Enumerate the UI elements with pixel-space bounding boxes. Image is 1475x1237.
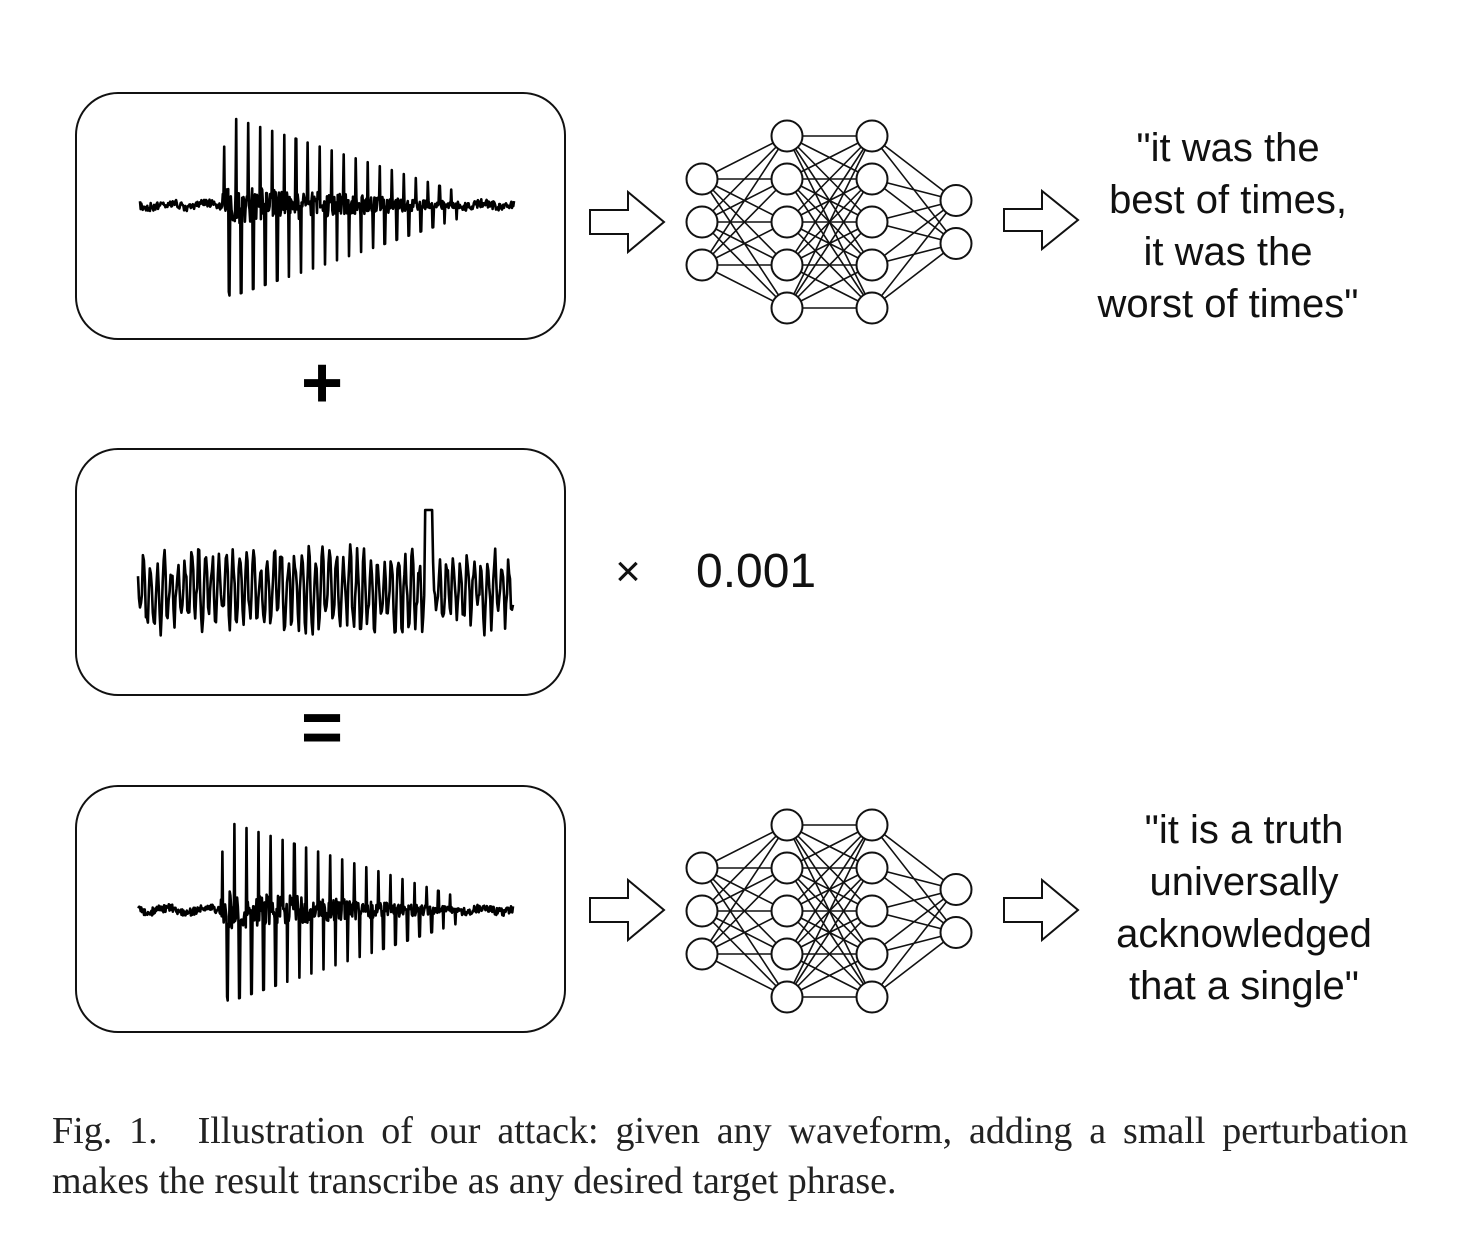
perturbation-waveform-panel (75, 448, 566, 696)
neural-network-bottom (685, 808, 973, 1014)
network-edge (871, 135, 957, 202)
network-edge (701, 178, 788, 266)
network-node (855, 291, 889, 325)
network-edge (701, 824, 788, 912)
adversarial-waveform-panel (75, 785, 566, 1033)
network-node (939, 184, 973, 217)
network-node (685, 248, 719, 282)
network-edge (786, 135, 873, 309)
network-node (770, 894, 804, 928)
network-edge (871, 242, 957, 309)
network-edge (786, 867, 873, 998)
network-edge (786, 910, 873, 998)
network-edge (871, 931, 957, 998)
output-arrow-bottom (1003, 877, 1080, 943)
network-node (939, 916, 973, 949)
network-node (855, 937, 889, 971)
original-waveform-panel (75, 92, 566, 340)
network-node (855, 119, 889, 153)
network-edge (786, 221, 873, 309)
network-node (855, 980, 889, 1014)
network-node (770, 980, 804, 1014)
network-edge (786, 135, 873, 266)
network-node (770, 291, 804, 325)
perturbation-waveform (136, 508, 515, 637)
network-edge (701, 135, 788, 223)
network-node (855, 205, 889, 239)
network-edge (701, 867, 788, 955)
network-edge (871, 200, 957, 309)
network-edge (786, 135, 873, 223)
plus-operator: + (301, 343, 343, 423)
network-edge (786, 824, 873, 955)
bottom-transcription-line: acknowledged (1116, 912, 1372, 956)
network-edge (871, 199, 957, 266)
figure-label: Fig. 1. (52, 1110, 158, 1152)
bottom-transcription-line: universally (1149, 860, 1339, 904)
input-arrow-bottom (589, 877, 666, 943)
original-waveform (138, 117, 516, 297)
network-node (770, 162, 804, 196)
output-arrow-top (1003, 188, 1080, 252)
bottom-transcription-line: "it is a truth (1144, 808, 1344, 852)
network-node (685, 851, 719, 885)
network-edge (786, 824, 873, 998)
times-operator: × (615, 547, 641, 596)
top-transcription-line: worst of times" (1097, 282, 1359, 326)
network-node (939, 227, 973, 260)
input-arrow-top (589, 189, 666, 255)
network-edge (871, 824, 957, 891)
caption-text: Illustration of our attack: given any wa… (52, 1110, 1408, 1202)
network-node (939, 873, 973, 906)
scale-factor: 0.001 (696, 545, 816, 598)
bottom-transcription: "it is a truth universally acknowledged … (1094, 804, 1394, 1012)
network-node (770, 851, 804, 885)
bottom-transcription-line: that a single" (1129, 964, 1359, 1008)
network-edge (871, 888, 957, 955)
network-node (770, 205, 804, 239)
network-node (770, 248, 804, 282)
network-node (855, 808, 889, 842)
figure-caption: Fig. 1. Illustration of our attack: given… (52, 1106, 1408, 1206)
network-node (855, 248, 889, 282)
network-edge (871, 889, 957, 998)
equals-operator: = (301, 688, 343, 768)
network-node (685, 937, 719, 971)
top-transcription: "it was the best of times, it was the wo… (1078, 122, 1378, 330)
neural-network-top (685, 119, 973, 325)
network-node (855, 894, 889, 928)
network-node (685, 205, 719, 239)
network-edge (786, 824, 873, 912)
network-node (770, 937, 804, 971)
network-node (685, 162, 719, 196)
network-edge (701, 135, 788, 266)
network-edge (786, 178, 873, 309)
top-transcription-line: it was the (1143, 230, 1313, 274)
network-node (685, 894, 719, 928)
top-transcription-line: best of times, (1109, 178, 1347, 222)
network-node (855, 162, 889, 196)
network-node (770, 119, 804, 153)
network-node (855, 851, 889, 885)
network-node (770, 808, 804, 842)
adversarial-waveform (137, 822, 515, 1002)
top-transcription-line: "it was the (1136, 126, 1320, 170)
network-edge (701, 824, 788, 955)
